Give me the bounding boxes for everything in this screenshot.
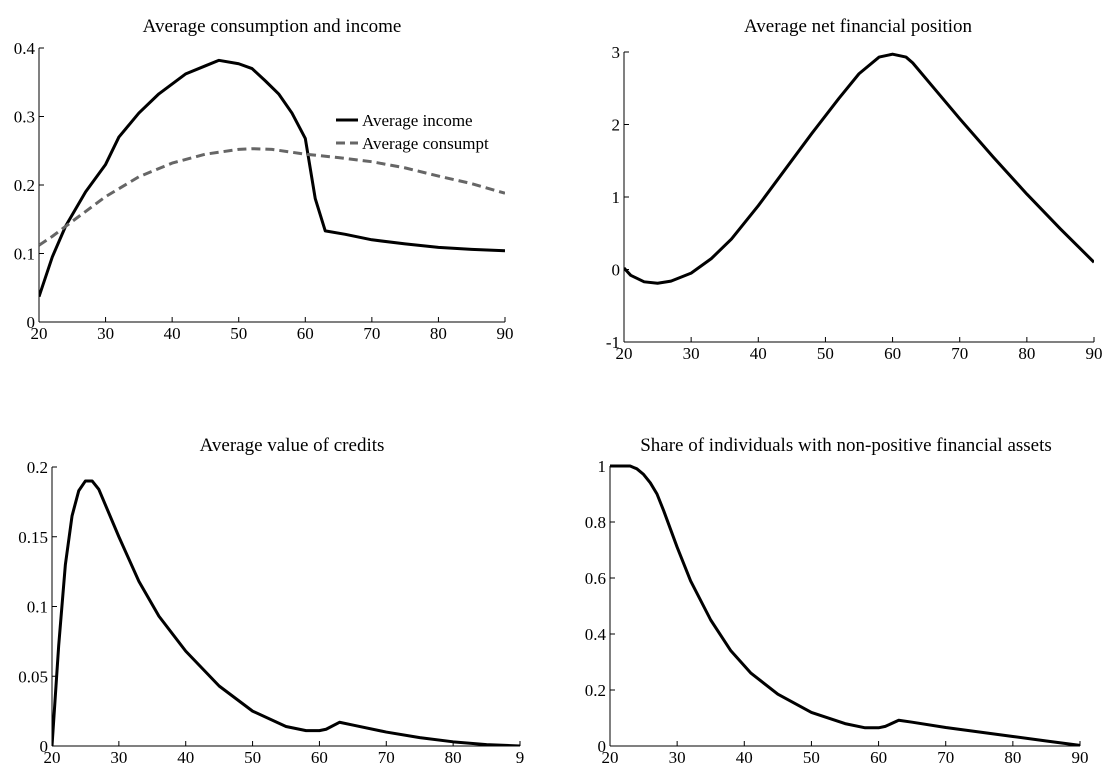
series-line-solid: [624, 52, 1094, 285]
legend-label: Average consumpt: [362, 134, 489, 153]
x-tick-label: 90: [497, 324, 514, 343]
x-tick-label: 70: [378, 748, 395, 767]
x-tick-label: 30: [669, 748, 686, 767]
x-tick-label: 40: [177, 748, 194, 767]
x-tick-label: 20: [616, 344, 633, 363]
x-tick-label: 20: [31, 324, 48, 343]
x-tick-label: 80: [430, 324, 447, 343]
chart-title: Average consumption and income: [143, 16, 402, 37]
y-tick-label: 0: [598, 737, 607, 756]
x-tick-label: 50: [244, 748, 261, 767]
y-tick-label: 0.1: [27, 598, 48, 617]
x-tick-label: 30: [97, 324, 114, 343]
x-tick-label: 70: [937, 748, 954, 767]
chart-title: Share of individuals with non-positive f…: [640, 435, 1052, 456]
legend: Average income Average consumpt: [336, 111, 489, 153]
x-tick-label: 60: [870, 748, 887, 767]
x-tick-label: 50: [817, 344, 834, 363]
x-tick-label: 50: [803, 748, 820, 767]
legend-label: Average income: [362, 111, 473, 130]
x-tick-label: 80: [1018, 344, 1035, 363]
y-tick-label: 2: [612, 116, 621, 135]
x-tick-label: 40: [736, 748, 753, 767]
x-tick-label: 80: [1004, 748, 1021, 767]
x-tick-label: 9: [516, 748, 525, 767]
x-tick-label: 90: [1086, 344, 1103, 363]
x-tick-label: 70: [951, 344, 968, 363]
y-tick-label: 0.15: [18, 528, 48, 547]
y-tick-label: 0.2: [14, 176, 35, 195]
chart-title: Average value of credits: [200, 435, 385, 456]
x-tick-label: 60: [297, 324, 314, 343]
x-tick-label: 20: [602, 748, 619, 767]
chart-consumption-income: Average consumption and income 20 30 40 50 60…: [14, 16, 514, 343]
y-tick-label: 0: [40, 737, 49, 756]
series-line-solid: [39, 58, 505, 298]
x-tick-label: 70: [363, 324, 380, 343]
x-tick-label: 80: [445, 748, 462, 767]
chart-title: Average net financial position: [744, 16, 973, 37]
x-tick-label: 30: [110, 748, 127, 767]
x-tick-label: 40: [164, 324, 181, 343]
y-tick-label: 1: [612, 188, 621, 207]
y-tick-label: 0.2: [585, 681, 606, 700]
y-tick-label: 0.2: [27, 458, 48, 477]
series-line-solid: [52, 479, 520, 746]
x-tick-label: 60: [311, 748, 328, 767]
y-tick-label: 3: [612, 43, 621, 62]
y-tick-label: 0.4: [585, 625, 607, 644]
x-tick-label: 30: [683, 344, 700, 363]
x-tick-label: 40: [750, 344, 767, 363]
y-tick-label: 0: [27, 313, 36, 332]
y-tick-label: 0.3: [14, 108, 35, 127]
y-tick-label: 0.6: [585, 569, 606, 588]
x-tick-label: 90: [1072, 748, 1089, 767]
x-tick-label: 60: [884, 344, 901, 363]
y-tick-label: 1: [598, 457, 607, 476]
x-tick-label: 20: [44, 748, 61, 767]
y-tick-label: 0.1: [14, 245, 35, 264]
series-line-solid: [610, 464, 1080, 746]
y-tick-label: 0.8: [585, 513, 606, 532]
y-tick-label: 0.4: [14, 39, 36, 58]
y-tick-label: -1: [606, 333, 620, 352]
y-tick-label: 0.05: [18, 667, 48, 686]
x-tick-label: 50: [230, 324, 247, 343]
series-line-dashed: [39, 147, 505, 247]
chart-nonpositive-share: Share of individuals with non-positive f…: [585, 435, 1089, 767]
y-tick-label: 0: [612, 261, 621, 280]
